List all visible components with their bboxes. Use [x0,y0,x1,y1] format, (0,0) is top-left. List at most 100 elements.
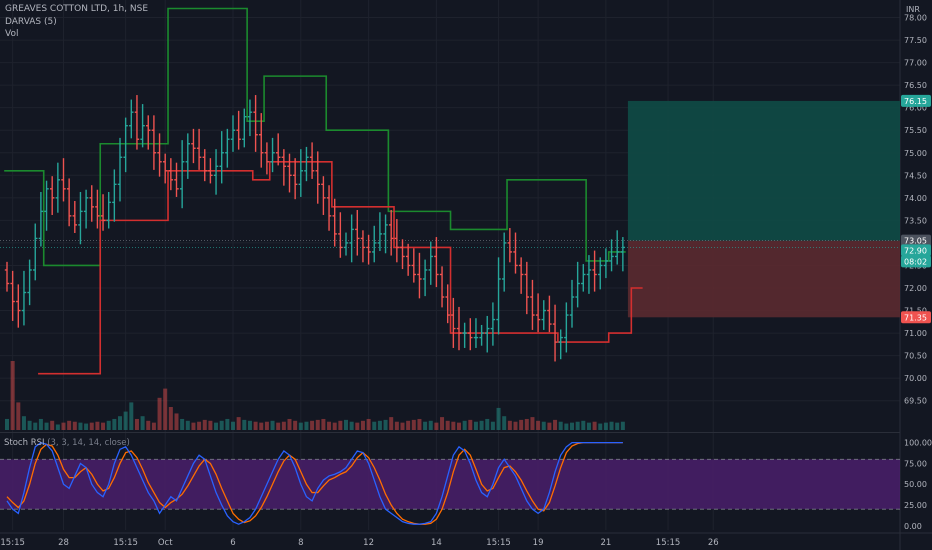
candle [72,200,77,234]
volume-bar [383,419,388,430]
volume-bar [564,423,569,430]
darvas-legend[interactable]: DARVAS (5) [5,17,57,27]
volume-bar [541,421,546,430]
volume-bar [536,420,541,430]
volume-bar [428,420,433,430]
candle [394,219,400,263]
volume-bar [214,422,219,430]
volume-bar [417,418,422,430]
time-tick: 15:15 [656,538,681,548]
volume-bar [468,419,473,430]
volume-bar [174,413,179,430]
volume-bar [5,418,9,430]
volume-bar [270,420,275,430]
volume-bar [462,420,467,430]
volume-bar [321,418,326,430]
candle [146,115,151,150]
volume-bar [50,420,55,430]
long-position-tool[interactable] [0,100,900,318]
candle [462,322,467,348]
volume-bar [547,422,552,430]
candle [377,212,383,252]
volume-bar [513,421,518,430]
candle [530,279,535,330]
price-label: 73.05 [901,234,931,247]
volume-bar [609,421,614,430]
stoch-tick: 75.00 [904,459,927,468]
volume-bar [344,419,348,430]
candle [276,133,281,166]
volume-bar [185,420,190,430]
volume-bar [592,421,597,430]
volume-bar [293,420,298,430]
volume-bar [112,418,117,430]
volume-bar [575,421,580,430]
volume-bar [202,419,207,430]
candle [89,185,94,222]
candle [191,128,196,164]
candle [10,270,15,321]
volume-bar [366,418,371,430]
volume-bar [219,420,224,430]
volume-bar [355,422,360,430]
candle [490,302,496,346]
candle [524,261,529,315]
volume-bar [400,422,405,430]
candle [422,259,428,297]
candle [129,99,134,139]
volume-bar [84,423,89,430]
volume-bar [55,424,60,430]
candle [575,261,580,308]
candle [502,232,507,292]
price-axis[interactable]: 69.5070.0070.5071.0071.5072.0072.5073.00… [901,14,932,531]
volume-bar [389,417,394,430]
candle [405,243,411,276]
candle [541,300,546,330]
candle [4,261,10,292]
candle [434,237,439,288]
volume-bar [327,421,332,430]
time-tick: 15:15 [113,538,138,548]
price-tick: 72.00 [904,284,927,293]
volume-legend[interactable]: Vol [5,29,19,39]
volume-bar [586,422,591,430]
time-tick: 12 [363,538,374,548]
volume-bar [95,421,100,430]
price-label-bg [901,244,931,257]
volume-bar [519,419,524,430]
candle [389,210,394,256]
candle [61,158,66,202]
candle [100,194,106,231]
volume-bar [242,419,247,430]
time-tick: 28 [58,538,69,548]
volume-bar [581,420,586,430]
time-axis[interactable]: 15:15 28 15:15 Oct 6 8 12 14 15:15 19 21 15:15 26 [0,538,718,548]
volume-bar [27,420,32,430]
price-label-bg [901,94,931,107]
volume-bar [225,418,230,430]
volume-bar [377,420,382,430]
price-tick: 78.00 [904,14,927,23]
volume-bar [310,420,315,430]
profit-zone [627,100,900,241]
candle [27,259,32,306]
symbol-title[interactable]: GREAVES COTTON LTD, 1h, NSE [5,4,149,14]
volume-bar [434,422,439,430]
time-tick: Oct [158,538,173,548]
candle [44,180,49,231]
price-label-text: 76.15 [904,97,927,106]
candle [196,128,202,170]
stoch-rsi-legend[interactable]: Stoch RSI (3, 3, 14, 14, close) [4,438,130,448]
price-tick: 69.50 [904,397,927,406]
stoch-rsi-pane[interactable] [0,441,900,525]
darvas-box-lines [4,7,643,375]
volume-bar [10,361,15,430]
volume-bar [134,418,139,430]
candle [253,95,258,152]
candle [247,99,253,137]
price-candles[interactable] [4,95,626,362]
volume-bar [247,420,252,430]
candle [507,228,513,263]
candle [66,178,72,227]
